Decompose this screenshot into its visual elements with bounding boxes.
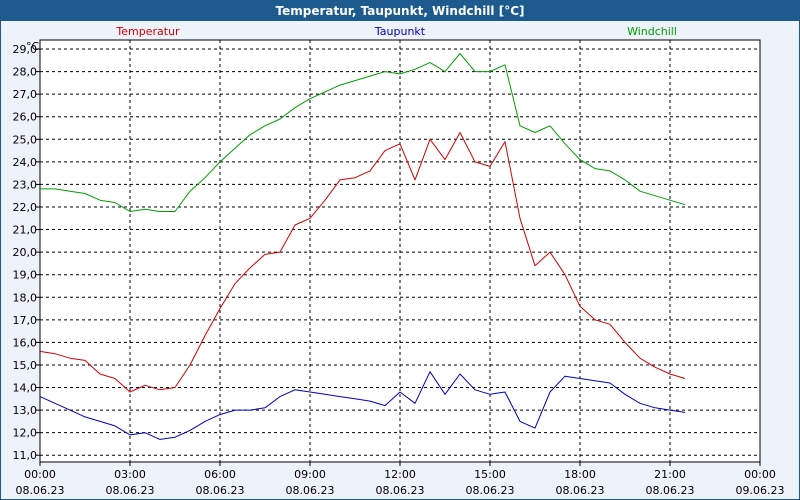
series-line-windchill	[40, 53, 686, 212]
x-tick-date: 08.06.23	[466, 484, 515, 497]
y-tick-label: 26,0	[13, 111, 38, 124]
x-tick-time: 03:00	[114, 468, 146, 481]
x-tick-date: 08.06.23	[646, 484, 695, 497]
y-tick-label: 27,0	[13, 88, 38, 101]
grid	[40, 40, 760, 462]
x-axis: 00:00 08.06.23 03:00 08.06.23 06:00 08.06.23 0…	[16, 462, 785, 497]
y-tick-label: 23,0	[13, 178, 38, 191]
x-tick-date: 09.06.23	[736, 484, 785, 497]
y-tick-label: 25,0	[13, 133, 38, 146]
y-tick-label: 13,0	[13, 404, 38, 417]
x-tick-time: 06:00	[204, 468, 236, 481]
y-tick-label: 18,0	[13, 291, 38, 304]
legend: Temperatur Taupunkt Windchill	[115, 25, 677, 38]
legend-taupunkt: Taupunkt	[374, 25, 426, 38]
y-tick-label: 24,0	[13, 156, 38, 169]
x-tick-date: 08.06.23	[286, 484, 335, 497]
series-line-temperatur	[39, 132, 686, 393]
x-tick-date: 08.06.23	[16, 484, 65, 497]
x-tick-time: 09:00	[294, 468, 326, 481]
y-tick-label: 29,0	[13, 43, 38, 56]
y-tick-label: 28,0	[13, 66, 38, 79]
window-title: Temperatur, Taupunkt, Windchill [°C]	[1, 1, 799, 21]
x-tick-date: 08.06.23	[556, 484, 605, 497]
x-tick-date: 08.06.23	[106, 484, 155, 497]
x-tick-time: 15:00	[474, 468, 506, 481]
y-tick-label: 21,0	[13, 224, 38, 237]
y-unit-label: °C	[26, 40, 40, 53]
y-tick-label: 16,0	[13, 336, 38, 349]
x-tick-time: 12:00	[384, 468, 416, 481]
y-tick-label: 15,0	[13, 359, 38, 372]
y-tick-label: 12,0	[13, 427, 38, 440]
y-tick-label: 11,0	[13, 449, 38, 462]
x-tick-time: 00:00	[744, 468, 776, 481]
y-tick-label: 19,0	[13, 269, 38, 282]
series-line-taupunkt	[39, 371, 686, 440]
legend-temperatur: Temperatur	[115, 25, 180, 38]
y-tick-label: 14,0	[13, 382, 38, 395]
series-group	[39, 53, 686, 440]
x-tick-date: 08.06.23	[376, 484, 425, 497]
x-tick-time: 21:00	[654, 468, 686, 481]
x-tick-time: 18:00	[564, 468, 596, 481]
y-tick-label: 20,0	[13, 246, 38, 259]
y-tick-label: 17,0	[13, 314, 38, 327]
legend-windchill: Windchill	[627, 25, 677, 38]
y-tick-label: 22,0	[13, 201, 38, 214]
x-tick-time: 00:00	[24, 468, 56, 481]
y-axis: 11,0 12,0 13,0 14,0 15,0 16,0 17,0 18,0 19,0 20,0…	[13, 43, 40, 462]
x-tick-date: 08.06.23	[196, 484, 245, 497]
